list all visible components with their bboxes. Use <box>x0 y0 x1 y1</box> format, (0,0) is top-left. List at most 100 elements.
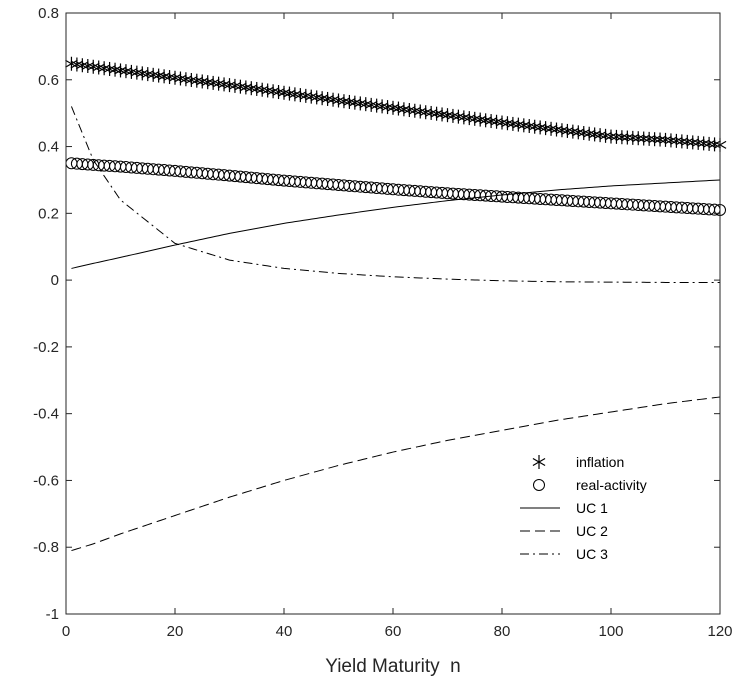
point-inflation <box>539 121 552 136</box>
point-inflation <box>571 125 585 140</box>
point-inflation <box>174 71 187 86</box>
point-inflation <box>604 129 618 144</box>
point-inflation <box>642 131 656 146</box>
point-inflation <box>697 136 711 151</box>
point-inflation <box>462 111 476 126</box>
point-inflation <box>92 60 106 75</box>
series-inflation <box>65 56 727 152</box>
point-inflation <box>675 134 689 149</box>
point-inflation <box>566 124 580 139</box>
legend-entry-uc-1: UC 1 <box>520 500 608 516</box>
point-inflation <box>686 135 700 150</box>
point-inflation <box>321 91 334 106</box>
legend-label-inflation: inflation <box>576 454 624 470</box>
series-line-uc-3 <box>70 106 720 283</box>
point-inflation <box>125 64 138 79</box>
legend-entry-real-activity: real-activity <box>533 477 647 493</box>
point-inflation <box>550 122 563 137</box>
point-inflation <box>435 107 449 122</box>
plot-lines <box>70 106 721 552</box>
point-inflation <box>413 104 427 119</box>
point-inflation <box>446 108 460 123</box>
legend-label-uc-3: UC 3 <box>576 546 608 562</box>
point-inflation <box>299 88 313 103</box>
point-inflation <box>631 131 645 146</box>
x-tick-label: 100 <box>598 623 623 640</box>
point-inflation <box>277 85 291 100</box>
point-inflation <box>637 131 651 146</box>
point-inflation <box>702 136 716 151</box>
point-inflation <box>261 83 275 98</box>
legend-symbol-inflation <box>532 455 546 469</box>
legend-label-uc-2: UC 2 <box>576 523 608 539</box>
point-inflation <box>119 64 133 79</box>
point-inflation <box>81 59 95 74</box>
point-inflation <box>283 86 296 101</box>
x-tick-label: 120 <box>707 623 732 640</box>
point-inflation <box>659 132 672 147</box>
point-inflation <box>255 82 269 97</box>
y-tick-label: -0.6 <box>33 472 59 489</box>
point-inflation <box>419 105 433 120</box>
point-inflation <box>561 123 574 138</box>
point-inflation <box>217 77 231 92</box>
legend-label-real-activity: real-activity <box>576 477 647 493</box>
point-inflation <box>326 92 340 107</box>
point-inflation <box>517 118 531 133</box>
point-inflation <box>588 127 602 142</box>
point-inflation <box>315 91 329 106</box>
point-inflation <box>468 111 482 126</box>
point-inflation <box>97 61 111 76</box>
point-inflation <box>691 135 705 150</box>
point-inflation <box>114 63 127 78</box>
y-tick-label: -0.2 <box>33 339 59 356</box>
y-tick-label: 0.6 <box>38 72 59 89</box>
point-inflation <box>135 66 149 81</box>
x-tick-label: 60 <box>385 623 402 640</box>
point-inflation <box>495 115 509 130</box>
series-line-uc-2 <box>71 396 721 552</box>
point-inflation <box>452 109 465 124</box>
point-inflation <box>239 80 253 95</box>
point-inflation <box>653 132 667 147</box>
point-inflation <box>103 61 116 76</box>
point-inflation <box>108 62 122 77</box>
x-tick-label: 0 <box>62 623 70 640</box>
point-inflation <box>337 94 351 109</box>
point-inflation <box>234 79 247 94</box>
point-inflation <box>65 56 78 71</box>
point-inflation <box>555 123 569 138</box>
point-inflation <box>620 130 634 145</box>
x-tick-label: 40 <box>276 623 293 640</box>
point-inflation <box>501 116 514 131</box>
point-inflation <box>130 65 144 80</box>
point-inflation <box>599 128 612 143</box>
y-tick-label: -1 <box>46 606 59 623</box>
point-inflation <box>86 59 100 74</box>
point-inflation <box>484 114 498 129</box>
point-inflation <box>522 119 536 134</box>
y-tick-label: 0.2 <box>38 205 59 222</box>
point-inflation <box>386 100 400 115</box>
point-inflation <box>457 110 471 125</box>
point-inflation <box>272 85 285 100</box>
point-inflation <box>293 88 307 103</box>
point-inflation <box>195 74 209 89</box>
point-inflation <box>370 98 384 113</box>
legend-entry-uc-2: UC 2 <box>520 523 608 539</box>
point-inflation <box>648 132 661 147</box>
point-inflation <box>353 96 367 111</box>
point-inflation <box>146 67 160 82</box>
x-axis-title: Yield Maturity n <box>325 656 461 677</box>
point-inflation <box>163 70 176 85</box>
legend: inflation real-activity UC 1 UC 2 UC 3 <box>520 454 647 562</box>
point-inflation <box>179 72 193 87</box>
y-tick-label: -0.4 <box>33 406 59 423</box>
point-inflation <box>544 121 558 136</box>
point-inflation <box>511 117 525 132</box>
point-inflation <box>424 105 438 120</box>
y-tick-label: -0.8 <box>33 539 59 556</box>
series-line-uc-1 <box>71 179 721 269</box>
point-inflation <box>152 68 166 83</box>
